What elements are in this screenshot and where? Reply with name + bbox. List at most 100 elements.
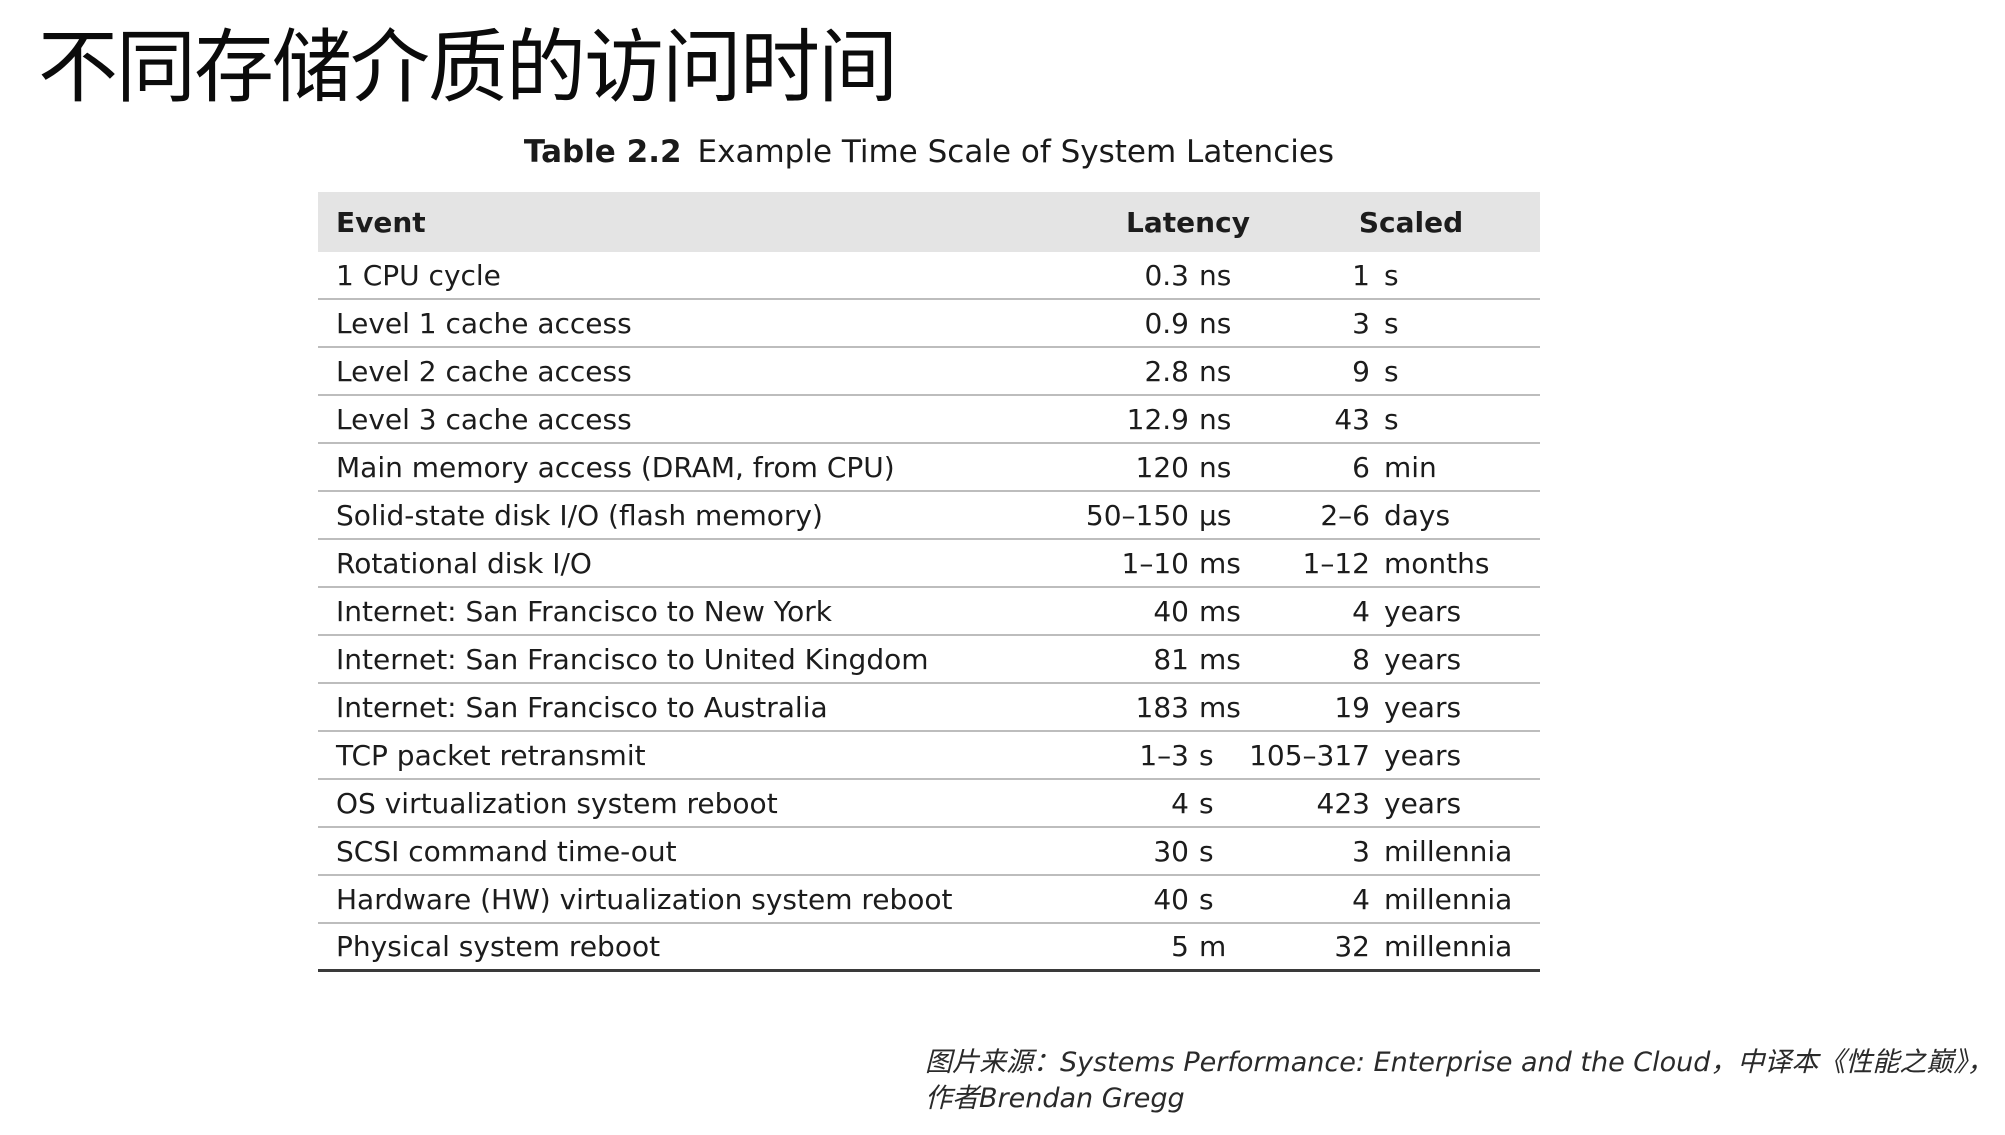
table-row: Level 3 cache access 12.9 ns 43 s [318,396,1540,444]
latency-value-cell: 1–3 [1139,738,1189,772]
latency-unit-cell: ns [1199,258,1232,292]
latency-value-cell: 40 [1153,594,1189,628]
table-row: Level 2 cache access 2.8 ns 9 s [318,348,1540,396]
event-cell: TCP packet retransmit [336,738,646,772]
scaled-unit-cell: s [1384,354,1399,388]
scaled-value-cell: 1–12 [1302,546,1370,580]
scaled-unit-cell: s [1384,258,1399,292]
latency-unit-cell: μs [1199,498,1232,532]
scaled-value-cell: 19 [1334,690,1370,724]
table-row: Rotational disk I/O 1–10 ms 1–12 months [318,540,1540,588]
scaled-value-cell: 105–317 [1249,738,1370,772]
event-cell: Main memory access (DRAM, from CPU) [336,450,895,484]
scaled-unit-cell: days [1384,498,1451,532]
table-row: SCSI command time-out 30 s 3 millennia [318,828,1540,876]
latency-unit-cell: m [1199,930,1227,963]
table-row: 1 CPU cycle 0.3 ns 1 s [318,252,1540,300]
event-cell: Internet: San Francisco to New York [336,594,832,628]
scaled-unit-cell: years [1384,594,1462,628]
table-caption-text: Example Time Scale of System Latencies [697,134,1335,170]
table-header-row: Event Latency Scaled [318,192,1540,252]
table-row: Main memory access (DRAM, from CPU) 120 ns… [318,444,1540,492]
latency-value-cell: 1–10 [1121,546,1189,580]
event-cell: Hardware (HW) virtualization system rebo… [336,882,953,916]
table-caption: Table 2.2 Example Time Scale of System La… [0,130,1858,174]
table-row: Physical system reboot 5 m 32 millennia [318,924,1540,972]
scaled-unit-cell: s [1384,402,1399,436]
latency-unit-cell: s [1199,738,1214,772]
latency-value-cell: 40 [1153,882,1189,916]
source-note-line-2: 作者Brendan Gregg [925,1083,1185,1114]
scaled-unit-cell: millennia [1384,882,1513,916]
scaled-value-cell: 1 [1352,258,1370,292]
slide-title: 不同存储介质的访问时间 [38,21,898,114]
latency-unit-cell: s [1199,882,1214,916]
event-cell: Solid-state disk I/O (flash memory) [336,498,823,532]
table-caption-number: Table 2.2 [523,134,682,170]
latency-unit-cell: ms [1199,690,1241,724]
table-row: Level 1 cache access 0.9 ns 3 s [318,300,1540,348]
scaled-value-cell: 3 [1352,834,1370,868]
event-cell: OS virtualization system reboot [336,786,778,820]
scaled-unit-cell: min [1384,450,1437,484]
latency-value-cell: 2.8 [1144,354,1189,388]
scaled-value-cell: 2–6 [1320,498,1370,532]
latency-value-cell: 120 [1135,450,1189,484]
scaled-value-cell: 8 [1352,642,1370,676]
event-cell: Level 2 cache access [336,354,632,388]
event-cell: Rotational disk I/O [336,546,592,580]
scaled-unit-cell: years [1384,786,1462,820]
event-cell: Level 3 cache access [336,402,632,436]
table-row: Internet: San Francisco to New York 40 ms 4… [318,588,1540,636]
scaled-unit-cell: months [1384,546,1490,580]
scaled-value-cell: 43 [1334,402,1370,436]
source-note: 图片来源：Systems Performance: Enterprise and… [925,1045,1994,1117]
latency-value-cell: 5 [1171,930,1189,963]
latency-unit-cell: ns [1199,402,1232,436]
scaled-unit-cell: millennia [1384,834,1513,868]
latency-value-cell: 4 [1171,786,1189,820]
latency-value-cell: 0.3 [1144,258,1189,292]
scaled-unit-cell: years [1384,738,1462,772]
table-body: 1 CPU cycle 0.3 ns 1 s Level 1 cache access 0.… [318,252,1540,972]
latency-value-cell: 50–150 [1085,498,1189,532]
event-cell: Physical system reboot [336,930,661,963]
scaled-value-cell: 423 [1316,786,1370,820]
latency-unit-cell: ns [1199,450,1232,484]
event-cell: 1 CPU cycle [336,258,501,292]
table-row: TCP packet retransmit 1–3 s 105–317 years [318,732,1540,780]
table-row: Hardware (HW) virtualization system rebo… [318,876,1540,924]
scaled-value-cell: 4 [1352,594,1370,628]
event-cell: SCSI command time-out [336,834,677,868]
latency-value-cell: 12.9 [1126,402,1189,436]
latency-unit-cell: s [1199,786,1214,820]
scaled-value-cell: 32 [1334,930,1370,963]
latency-unit-cell: s [1199,834,1214,868]
latency-value-cell: 81 [1153,642,1189,676]
latency-unit-cell: ns [1199,354,1232,388]
scaled-unit-cell: millennia [1384,930,1513,963]
scaled-value-cell: 4 [1352,882,1370,916]
latency-unit-cell: ms [1199,546,1241,580]
scaled-value-cell: 3 [1352,306,1370,340]
table-row: OS virtualization system reboot 4 s 423 year… [318,780,1540,828]
latency-value-cell: 30 [1153,834,1189,868]
latency-value-cell: 183 [1135,690,1189,724]
table-row: Internet: San Francisco to Australia 183 m… [318,684,1540,732]
header-scaled: Scaled [1358,205,1464,239]
latency-value-cell: 0.9 [1144,306,1189,340]
latency-unit-cell: ns [1199,306,1232,340]
table-row: Solid-state disk I/O (flash memory) 50–15… [318,492,1540,540]
scaled-unit-cell: years [1384,690,1462,724]
source-note-line-1: 图片来源：Systems Performance: Enterprise and… [925,1047,1994,1078]
event-cell: Internet: San Francisco to Australia [336,690,828,724]
scaled-value-cell: 6 [1352,450,1370,484]
latency-unit-cell: ms [1199,642,1241,676]
header-event: Event [336,205,426,239]
latency-unit-cell: ms [1199,594,1241,628]
latency-table: Event Latency Scaled 1 CPU cycle 0.3 ns 1 s L… [318,192,1540,972]
table-row: Internet: San Francisco to United Kingdo… [318,636,1540,684]
event-cell: Level 1 cache access [336,306,632,340]
scaled-value-cell: 9 [1352,354,1370,388]
scaled-unit-cell: years [1384,642,1462,676]
